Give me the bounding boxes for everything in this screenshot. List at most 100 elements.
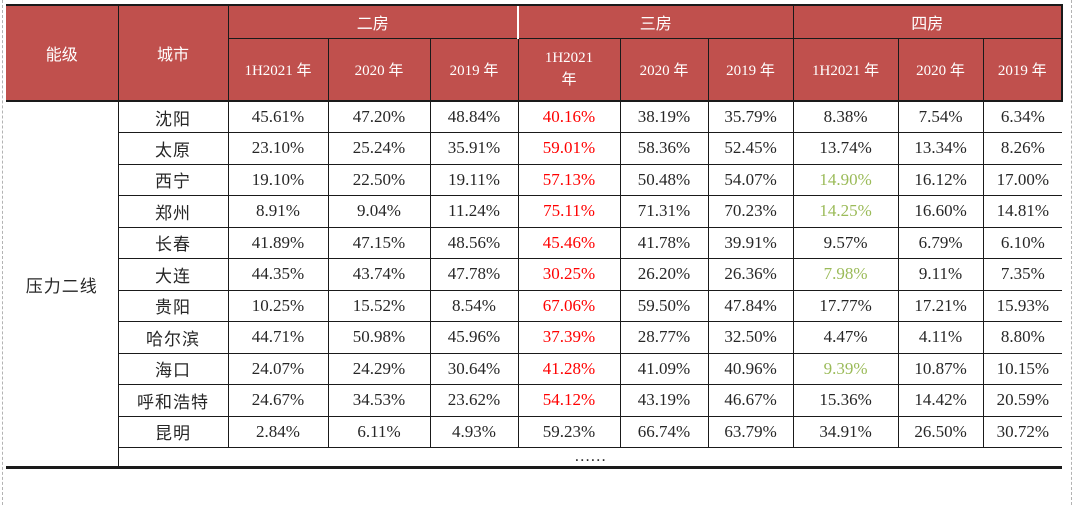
col-header-2room-2019: 2019 年: [429, 37, 519, 102]
value-cell: 10.15%: [982, 352, 1063, 385]
city-cell: 太原: [117, 132, 229, 165]
ellipsis-cell: ……: [117, 447, 1063, 468]
value-cell: 4.47%: [792, 321, 899, 354]
col-header-3room-2019: 2019 年: [707, 37, 794, 102]
value-cell: 30.25%: [517, 258, 621, 291]
value-cell: 8.54%: [429, 289, 519, 322]
value-cell: 40.96%: [707, 352, 794, 385]
table-row: 呼和浩特 24.67% 34.53% 23.62% 54.12% 43.19% 46.67%…: [6, 384, 1063, 417]
group-header-2room: 二房: [227, 4, 519, 39]
value-cell: 63.79%: [707, 415, 794, 448]
value-cell: 14.25%: [792, 195, 899, 228]
value-cell: 19.10%: [227, 163, 329, 196]
value-cell: 2.84%: [227, 415, 329, 448]
value-cell: 4.93%: [429, 415, 519, 448]
value-cell: 17.21%: [897, 289, 984, 322]
value-cell: 59.23%: [517, 415, 621, 448]
value-cell: 34.91%: [792, 415, 899, 448]
city-cell: 沈阳: [117, 100, 229, 133]
value-cell: 10.25%: [227, 289, 329, 322]
value-cell: 44.71%: [227, 321, 329, 354]
city-cell: 哈尔滨: [117, 321, 229, 354]
page-guide-left: [2, 0, 3, 505]
value-cell: 41.09%: [619, 352, 709, 385]
value-cell: 54.12%: [517, 384, 621, 417]
value-cell: 32.50%: [707, 321, 794, 354]
value-cell: 17.77%: [792, 289, 899, 322]
value-cell: 15.52%: [327, 289, 431, 322]
table-body: 压力二线 沈阳 45.61% 47.20% 48.84% 40.16% 38.19% 35.7…: [6, 100, 1063, 468]
value-cell: 24.29%: [327, 352, 431, 385]
city-cell: 郑州: [117, 195, 229, 228]
value-cell: 41.78%: [619, 226, 709, 259]
table-row: 西宁 19.10% 22.50% 19.11% 57.13% 50.48% 54.07% 14…: [6, 163, 1063, 196]
value-cell: 30.72%: [982, 415, 1063, 448]
value-cell: 44.35%: [227, 258, 329, 291]
value-cell: 16.60%: [897, 195, 984, 228]
city-cell: 贵阳: [117, 289, 229, 322]
table-row: 长春 41.89% 47.15% 48.56% 45.46% 41.78% 39.91% 9.…: [6, 226, 1063, 259]
value-cell: 45.46%: [517, 226, 621, 259]
value-cell: 15.93%: [982, 289, 1063, 322]
value-cell: 22.50%: [327, 163, 431, 196]
value-cell: 8.91%: [227, 195, 329, 228]
value-cell: 45.61%: [227, 100, 329, 133]
value-cell: 24.07%: [227, 352, 329, 385]
value-cell: 26.50%: [897, 415, 984, 448]
value-cell: 9.11%: [897, 258, 984, 291]
value-cell: 8.38%: [792, 100, 899, 133]
value-cell: 37.39%: [517, 321, 621, 354]
value-cell: 13.34%: [897, 132, 984, 165]
city-cell: 大连: [117, 258, 229, 291]
value-cell: 59.01%: [517, 132, 621, 165]
value-cell: 38.19%: [619, 100, 709, 133]
value-cell: 17.00%: [982, 163, 1063, 196]
value-cell: 14.42%: [897, 384, 984, 417]
value-cell: 16.12%: [897, 163, 984, 196]
group-header-3room: 三房: [517, 4, 794, 39]
table-row: 贵阳 10.25% 15.52% 8.54% 67.06% 59.50% 47.84% 17.…: [6, 289, 1063, 322]
city-cell: 长春: [117, 226, 229, 259]
value-cell: 35.79%: [707, 100, 794, 133]
value-cell: 35.91%: [429, 132, 519, 165]
value-cell: 41.89%: [227, 226, 329, 259]
value-cell: 52.45%: [707, 132, 794, 165]
value-cell: 54.07%: [707, 163, 794, 196]
value-cell: 57.13%: [517, 163, 621, 196]
value-cell: 10.87%: [897, 352, 984, 385]
value-cell: 9.04%: [327, 195, 431, 228]
value-cell: 7.98%: [792, 258, 899, 291]
table-row: 昆明 2.84% 6.11% 4.93% 59.23% 66.74% 63.79% 34.91…: [6, 415, 1063, 448]
table-row: 郑州 8.91% 9.04% 11.24% 75.11% 71.31% 70.23% 14.2…: [6, 195, 1063, 228]
value-cell: 50.48%: [619, 163, 709, 196]
value-cell: 14.90%: [792, 163, 899, 196]
value-cell: 23.62%: [429, 384, 519, 417]
value-cell: 14.81%: [982, 195, 1063, 228]
col-header-2room-1h2021: 1H2021 年: [227, 37, 329, 102]
col-header-4room-2020: 2020 年: [897, 37, 984, 102]
city-cell: 呼和浩特: [117, 384, 229, 417]
value-cell: 28.77%: [619, 321, 709, 354]
value-cell: 11.24%: [429, 195, 519, 228]
col-header-3room-1h2021-label: 1H2021 年: [544, 49, 594, 89]
value-cell: 48.56%: [429, 226, 519, 259]
value-cell: 19.11%: [429, 163, 519, 196]
value-cell: 9.39%: [792, 352, 899, 385]
col-header-2room-2020: 2020 年: [327, 37, 431, 102]
value-cell: 20.59%: [982, 384, 1063, 417]
city-cell: 西宁: [117, 163, 229, 196]
value-cell: 13.74%: [792, 132, 899, 165]
value-cell: 70.23%: [707, 195, 794, 228]
tier-group-cell: 压力二线: [6, 100, 119, 468]
city-cell: 昆明: [117, 415, 229, 448]
col-header-3room-1h2021: 1H2021 年: [517, 37, 621, 102]
col-header-4room-1h2021: 1H2021 年: [792, 37, 899, 102]
value-cell: 25.24%: [327, 132, 431, 165]
value-cell: 47.78%: [429, 258, 519, 291]
value-cell: 46.67%: [707, 384, 794, 417]
table-header: 能级 城市 二房 三房 四房 1H2021 年 2020 年 2019 年 1H…: [6, 4, 1064, 102]
table-row: 太原 23.10% 25.24% 35.91% 59.01% 58.36% 52.45% 13…: [6, 132, 1063, 165]
value-cell: 75.11%: [517, 195, 621, 228]
year-header-row: 1H2021 年 2020 年 2019 年 1H2021 年 2020 年 2…: [6, 37, 1064, 102]
ellipsis-row: ……: [6, 447, 1063, 468]
